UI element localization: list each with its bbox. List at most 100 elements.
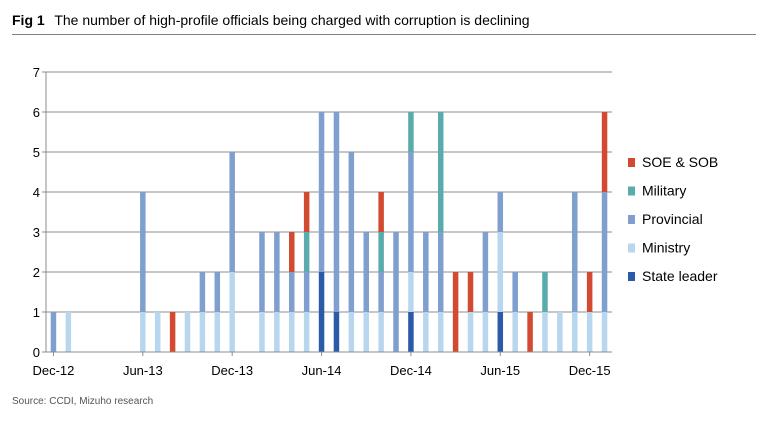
- bar-segment: [154, 312, 161, 352]
- x-tick-label: Dec-14: [390, 363, 432, 378]
- legend: SOE & SOB Military Provincial Ministry State…: [628, 154, 718, 284]
- bar-segment: [140, 192, 146, 312]
- source-note: Source: CCDI, Mizuho research: [12, 396, 154, 407]
- bar-segment: [184, 312, 191, 352]
- bar-segment: [259, 232, 265, 312]
- bar-segment: [437, 312, 444, 352]
- bar-segment: [274, 312, 280, 352]
- legend-label: SOE & SOB: [642, 154, 718, 170]
- bar-segment: [289, 312, 295, 352]
- bar-segment: [169, 312, 176, 352]
- bar-segment: [50, 312, 57, 352]
- y-tick-label: 2: [33, 265, 40, 280]
- bar-segment: [601, 112, 608, 192]
- legend-label: Military: [642, 183, 686, 199]
- legend-label: State leader: [642, 268, 718, 284]
- bar-segment: [482, 312, 489, 352]
- bar-segment: [199, 312, 206, 352]
- legend-swatch: [628, 243, 635, 253]
- bar-segment: [363, 312, 369, 352]
- bar-segment: [601, 312, 608, 352]
- bar-segment: [408, 312, 414, 352]
- bar-segment: [408, 152, 414, 272]
- legend-label: Ministry: [642, 240, 690, 256]
- y-tick-label: 7: [33, 65, 40, 80]
- bar-segment: [497, 232, 504, 312]
- y-tick-label: 0: [33, 345, 40, 360]
- bar-segment: [423, 232, 429, 312]
- bar-segment: [542, 312, 548, 352]
- y-tick-label: 4: [33, 185, 40, 200]
- axes: 0 1 2 3 4 5 6 7 Dec-12 Jun-13 Dec-13 Jun-14 Dec-14 Ju…: [32, 65, 612, 378]
- bar-segment: [378, 312, 384, 352]
- bar-segment: [601, 192, 608, 312]
- x-tick-label: Jun-14: [302, 363, 342, 378]
- bar-segment: [348, 152, 355, 312]
- bars: [50, 112, 608, 352]
- bar-segment: [229, 152, 235, 272]
- figure-title: Fig 1 The number of high-profile officia…: [12, 12, 530, 28]
- bar-segment: [437, 232, 444, 312]
- legend-swatch: [628, 215, 635, 224]
- bar-segment: [289, 272, 295, 312]
- bar-segment: [408, 272, 414, 312]
- bar-segment: [348, 312, 355, 352]
- bar-segment: [289, 232, 295, 272]
- bar-segment: [333, 312, 340, 352]
- legend-swatch: [628, 272, 635, 281]
- bar-segment: [318, 272, 325, 352]
- bar-segment: [318, 112, 325, 272]
- bar-segment: [378, 232, 384, 272]
- bar-segment: [512, 272, 518, 312]
- bar-segment: [303, 312, 310, 352]
- bar-segment: [467, 272, 474, 312]
- bar-segment: [259, 312, 265, 352]
- y-tick-label: 3: [33, 225, 40, 240]
- bar-segment: [214, 312, 221, 352]
- bar-segment: [586, 312, 593, 352]
- legend-swatch: [628, 158, 635, 167]
- y-tick-label: 5: [33, 145, 40, 160]
- x-tick-label: Dec-15: [569, 363, 611, 378]
- bar-segment: [557, 312, 563, 352]
- bar-segment: [467, 312, 474, 352]
- bar-segment: [408, 112, 414, 152]
- bar-segment: [572, 192, 578, 312]
- bar-segment: [437, 112, 444, 232]
- bar-segment: [303, 272, 310, 312]
- bar-segment: [512, 312, 518, 352]
- bar-segment: [497, 312, 504, 352]
- bar-segment: [452, 272, 459, 352]
- x-tick-label: Dec-13: [211, 363, 253, 378]
- legend-label: Provincial: [642, 211, 703, 227]
- bar-segment: [199, 272, 206, 312]
- bar-segment: [393, 232, 399, 352]
- title-divider: [12, 34, 756, 35]
- bar-segment: [303, 192, 310, 232]
- bar-segment: [378, 272, 384, 312]
- bar-segment: [363, 232, 369, 312]
- bar-segment: [214, 272, 221, 312]
- bar-segment: [303, 232, 310, 272]
- y-tick-label: 6: [33, 105, 40, 120]
- y-tick-label: 1: [33, 305, 40, 320]
- bar-segment: [572, 312, 578, 352]
- bar-segment: [229, 272, 235, 352]
- bar-segment: [542, 272, 548, 312]
- legend-swatch: [628, 186, 635, 196]
- bar-segment: [586, 272, 593, 312]
- x-tick-label: Jun-13: [123, 363, 163, 378]
- x-tick-label: Dec-12: [32, 363, 74, 378]
- bar-segment: [65, 312, 72, 352]
- bar-segment: [140, 312, 146, 352]
- bar-segment: [423, 312, 429, 352]
- x-tick-label: Jun-15: [480, 363, 520, 378]
- figure-label: Fig 1: [12, 12, 45, 28]
- figure-caption: The number of high-profile officials bei…: [54, 12, 530, 28]
- bar-segment: [274, 232, 280, 312]
- bar-segment: [527, 312, 533, 352]
- gridlines: [46, 71, 612, 313]
- bar-segment: [482, 232, 489, 312]
- bar-segment: [497, 192, 504, 232]
